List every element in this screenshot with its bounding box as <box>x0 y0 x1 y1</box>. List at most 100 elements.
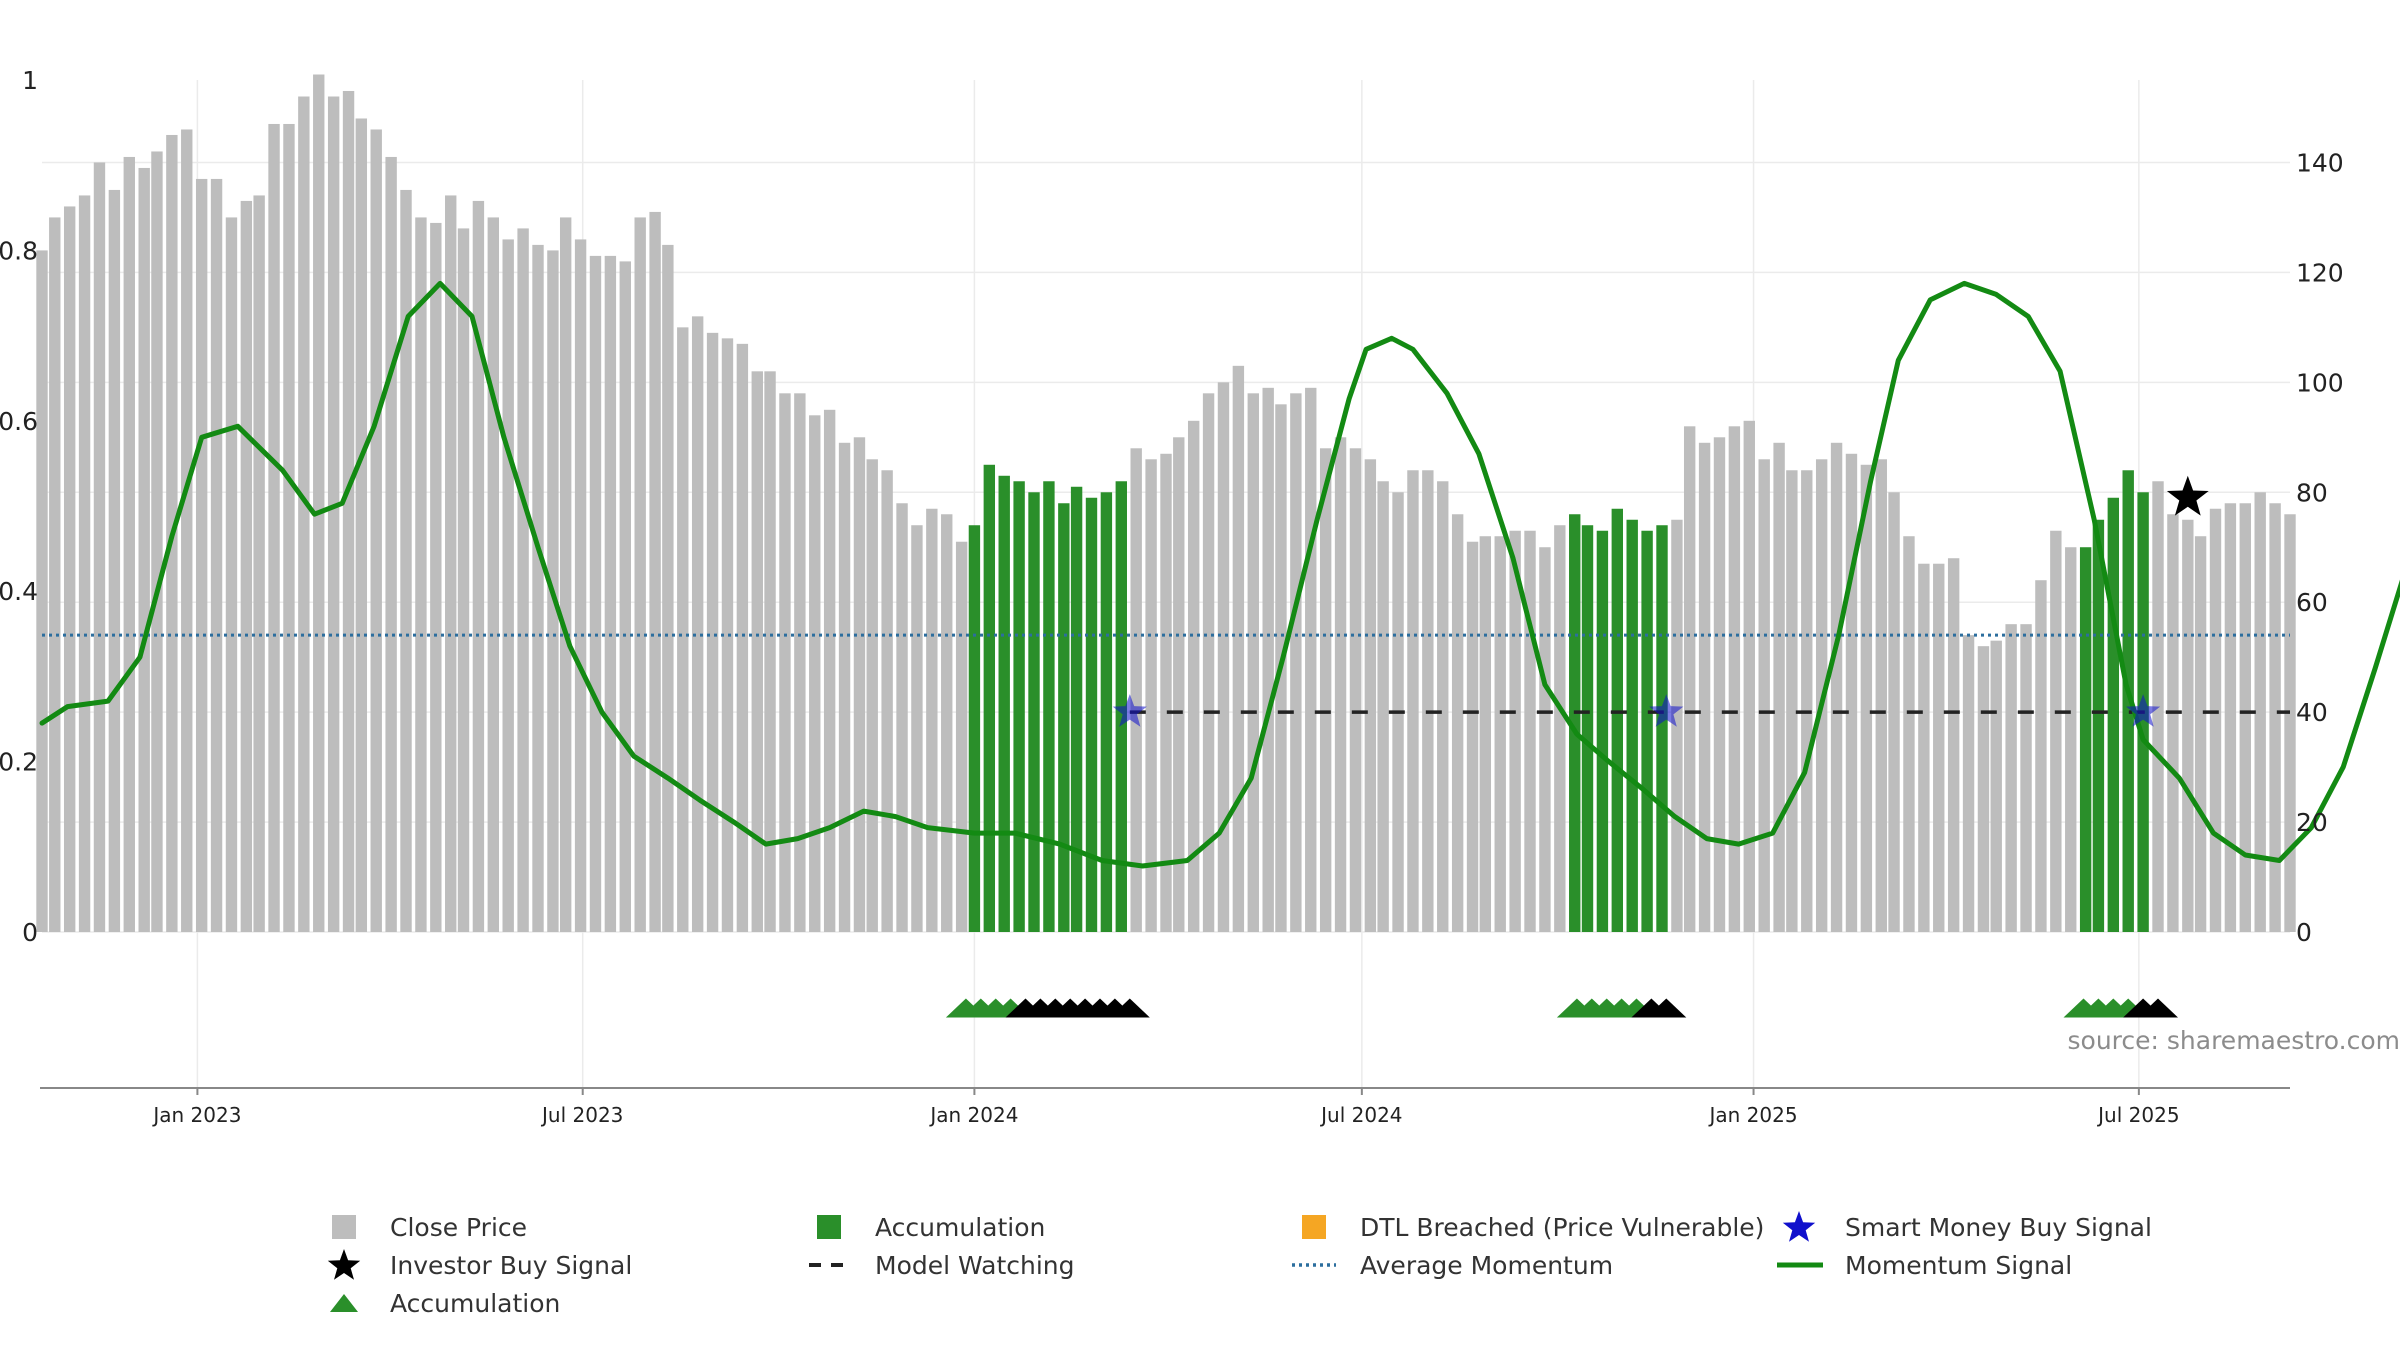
close-price-bar <box>1554 525 1566 932</box>
close-price-bar <box>1713 437 1726 932</box>
close-price-bar <box>838 442 851 932</box>
close-price-bar <box>1479 536 1492 932</box>
close-price-bar <box>809 415 821 932</box>
close-price-bar <box>736 343 749 933</box>
close-price-bar <box>36 250 48 932</box>
close-price-bar <box>764 371 776 933</box>
close-price-bar <box>853 437 866 932</box>
legend-square-icon <box>320 1208 368 1246</box>
legend-triangle-icon <box>320 1284 368 1322</box>
close-price-bar <box>1247 393 1259 932</box>
accumulation-bar <box>1100 492 1113 932</box>
close-price-bar <box>589 255 602 932</box>
legend-item-investor: Investor Buy Signal <box>320 1246 632 1284</box>
left-axis-tick-label: 0.4 <box>0 577 38 606</box>
accumulation-bar <box>968 525 981 932</box>
close-price-bar <box>2065 547 2077 932</box>
legend-label: Close Price <box>390 1212 528 1242</box>
close-price-bar <box>1451 514 1464 932</box>
x-axis-tick-label: Jul 2023 <box>540 1103 623 1127</box>
accumulation-bar <box>1596 530 1609 932</box>
right-axis-tick-label: 100 <box>2296 368 2344 397</box>
close-price-bar <box>2005 624 2017 932</box>
accumulation-bar <box>1070 486 1083 932</box>
close-price-bar <box>677 327 689 933</box>
marker-row <box>945 998 2178 1018</box>
close-price-bar <box>342 90 355 933</box>
source-label: source: sharemaestro.com <box>2068 1026 2400 1055</box>
close-price-bar <box>93 162 106 932</box>
x-axis-tick-label: Jul 2024 <box>1319 1103 1402 1127</box>
close-price-bar <box>1145 459 1157 932</box>
close-price-bar <box>1860 464 1873 932</box>
legend-item-smart_money: Smart Money Buy Signal <box>1775 1208 2152 1246</box>
right-axis-tick-label: 20 <box>2296 808 2328 837</box>
legend-dash-icon <box>805 1246 853 1284</box>
close-price-bar <box>502 239 514 932</box>
right-axis-tick-label: 0 <box>2296 918 2312 947</box>
close-price-bar <box>2167 514 2179 932</box>
close-price-bar <box>706 332 719 933</box>
legend-square <box>1302 1215 1326 1239</box>
close-price-bar <box>2209 508 2222 932</box>
close-price-bar <box>400 189 412 932</box>
close-price-bar <box>2254 492 2266 932</box>
legend-square <box>817 1215 841 1239</box>
close-price-bar <box>2194 536 2207 932</box>
close-price-bar <box>123 156 135 932</box>
legend-label: Model Watching <box>875 1250 1075 1280</box>
close-price-bar <box>1539 547 1551 932</box>
close-price-bar <box>604 255 617 932</box>
close-price-bar <box>1933 563 1945 932</box>
close-price-bar <box>517 228 529 932</box>
legend: Close Price Accumulation DTL Breached (Pri… <box>320 1208 2220 1328</box>
close-price-bar <box>1187 420 1200 932</box>
close-price-bar <box>1349 448 1362 932</box>
close-price-bar <box>1173 437 1185 932</box>
accumulation-bar <box>2107 497 2120 932</box>
close-price-bar <box>457 228 470 932</box>
accumulation-bar <box>983 464 996 932</box>
close-price-bar <box>1524 530 1536 932</box>
legend-line-icon <box>1775 1246 1823 1284</box>
right-axis-tick-label: 60 <box>2296 588 2328 617</box>
investor-buy-star <box>2166 475 2209 516</box>
accumulation-bar <box>1581 525 1594 932</box>
close-price-bar <box>662 244 674 932</box>
axes: 0 0.2 0.4 0.6 0.8 1 0 20 40 60 80 100 120 140 Jan 2023… <box>0 66 2344 1127</box>
close-price-bar <box>1801 470 1813 932</box>
close-price-bar <box>108 189 121 932</box>
signal-overlays <box>39 280 2400 869</box>
legend-square-icon <box>805 1208 853 1246</box>
close-price-bar <box>881 470 893 932</box>
close-price-bar <box>1903 536 1915 932</box>
close-price-bar <box>2182 519 2194 932</box>
close-price-bar <box>751 371 763 933</box>
close-price-bar <box>619 261 631 932</box>
investor-marker <box>1646 998 1687 1018</box>
close-price-bar <box>1466 541 1479 932</box>
close-price-bar <box>1494 536 1506 932</box>
close-price-bar <box>1334 437 1347 932</box>
close-price-bar <box>721 338 734 933</box>
close-price-bar <box>253 195 265 932</box>
close-price-bar <box>1407 470 1419 932</box>
legend-item-accumulation: Accumulation <box>320 1284 560 1322</box>
close-price-bar <box>1217 382 1230 932</box>
close-price-bar <box>355 118 368 933</box>
close-price-bar <box>2020 624 2032 932</box>
close-price-bar <box>1671 519 1683 932</box>
legend-item-momentum: Momentum Signal <box>1775 1246 2072 1284</box>
close-price-bar <box>2224 503 2237 932</box>
smart-money-buy-star <box>1112 694 1147 727</box>
close-price-bar <box>1160 453 1172 932</box>
right-axis-tick-label: 40 <box>2296 698 2328 727</box>
close-price-bar <box>574 239 587 932</box>
close-price-bar <box>691 316 704 932</box>
close-price-bar <box>1918 563 1930 932</box>
close-price-bar <box>195 178 208 932</box>
left-axis-tick-label: 0.2 <box>0 748 38 777</box>
left-axis-tick-label: 0 <box>22 918 38 947</box>
close-price-bar <box>1947 558 1960 932</box>
